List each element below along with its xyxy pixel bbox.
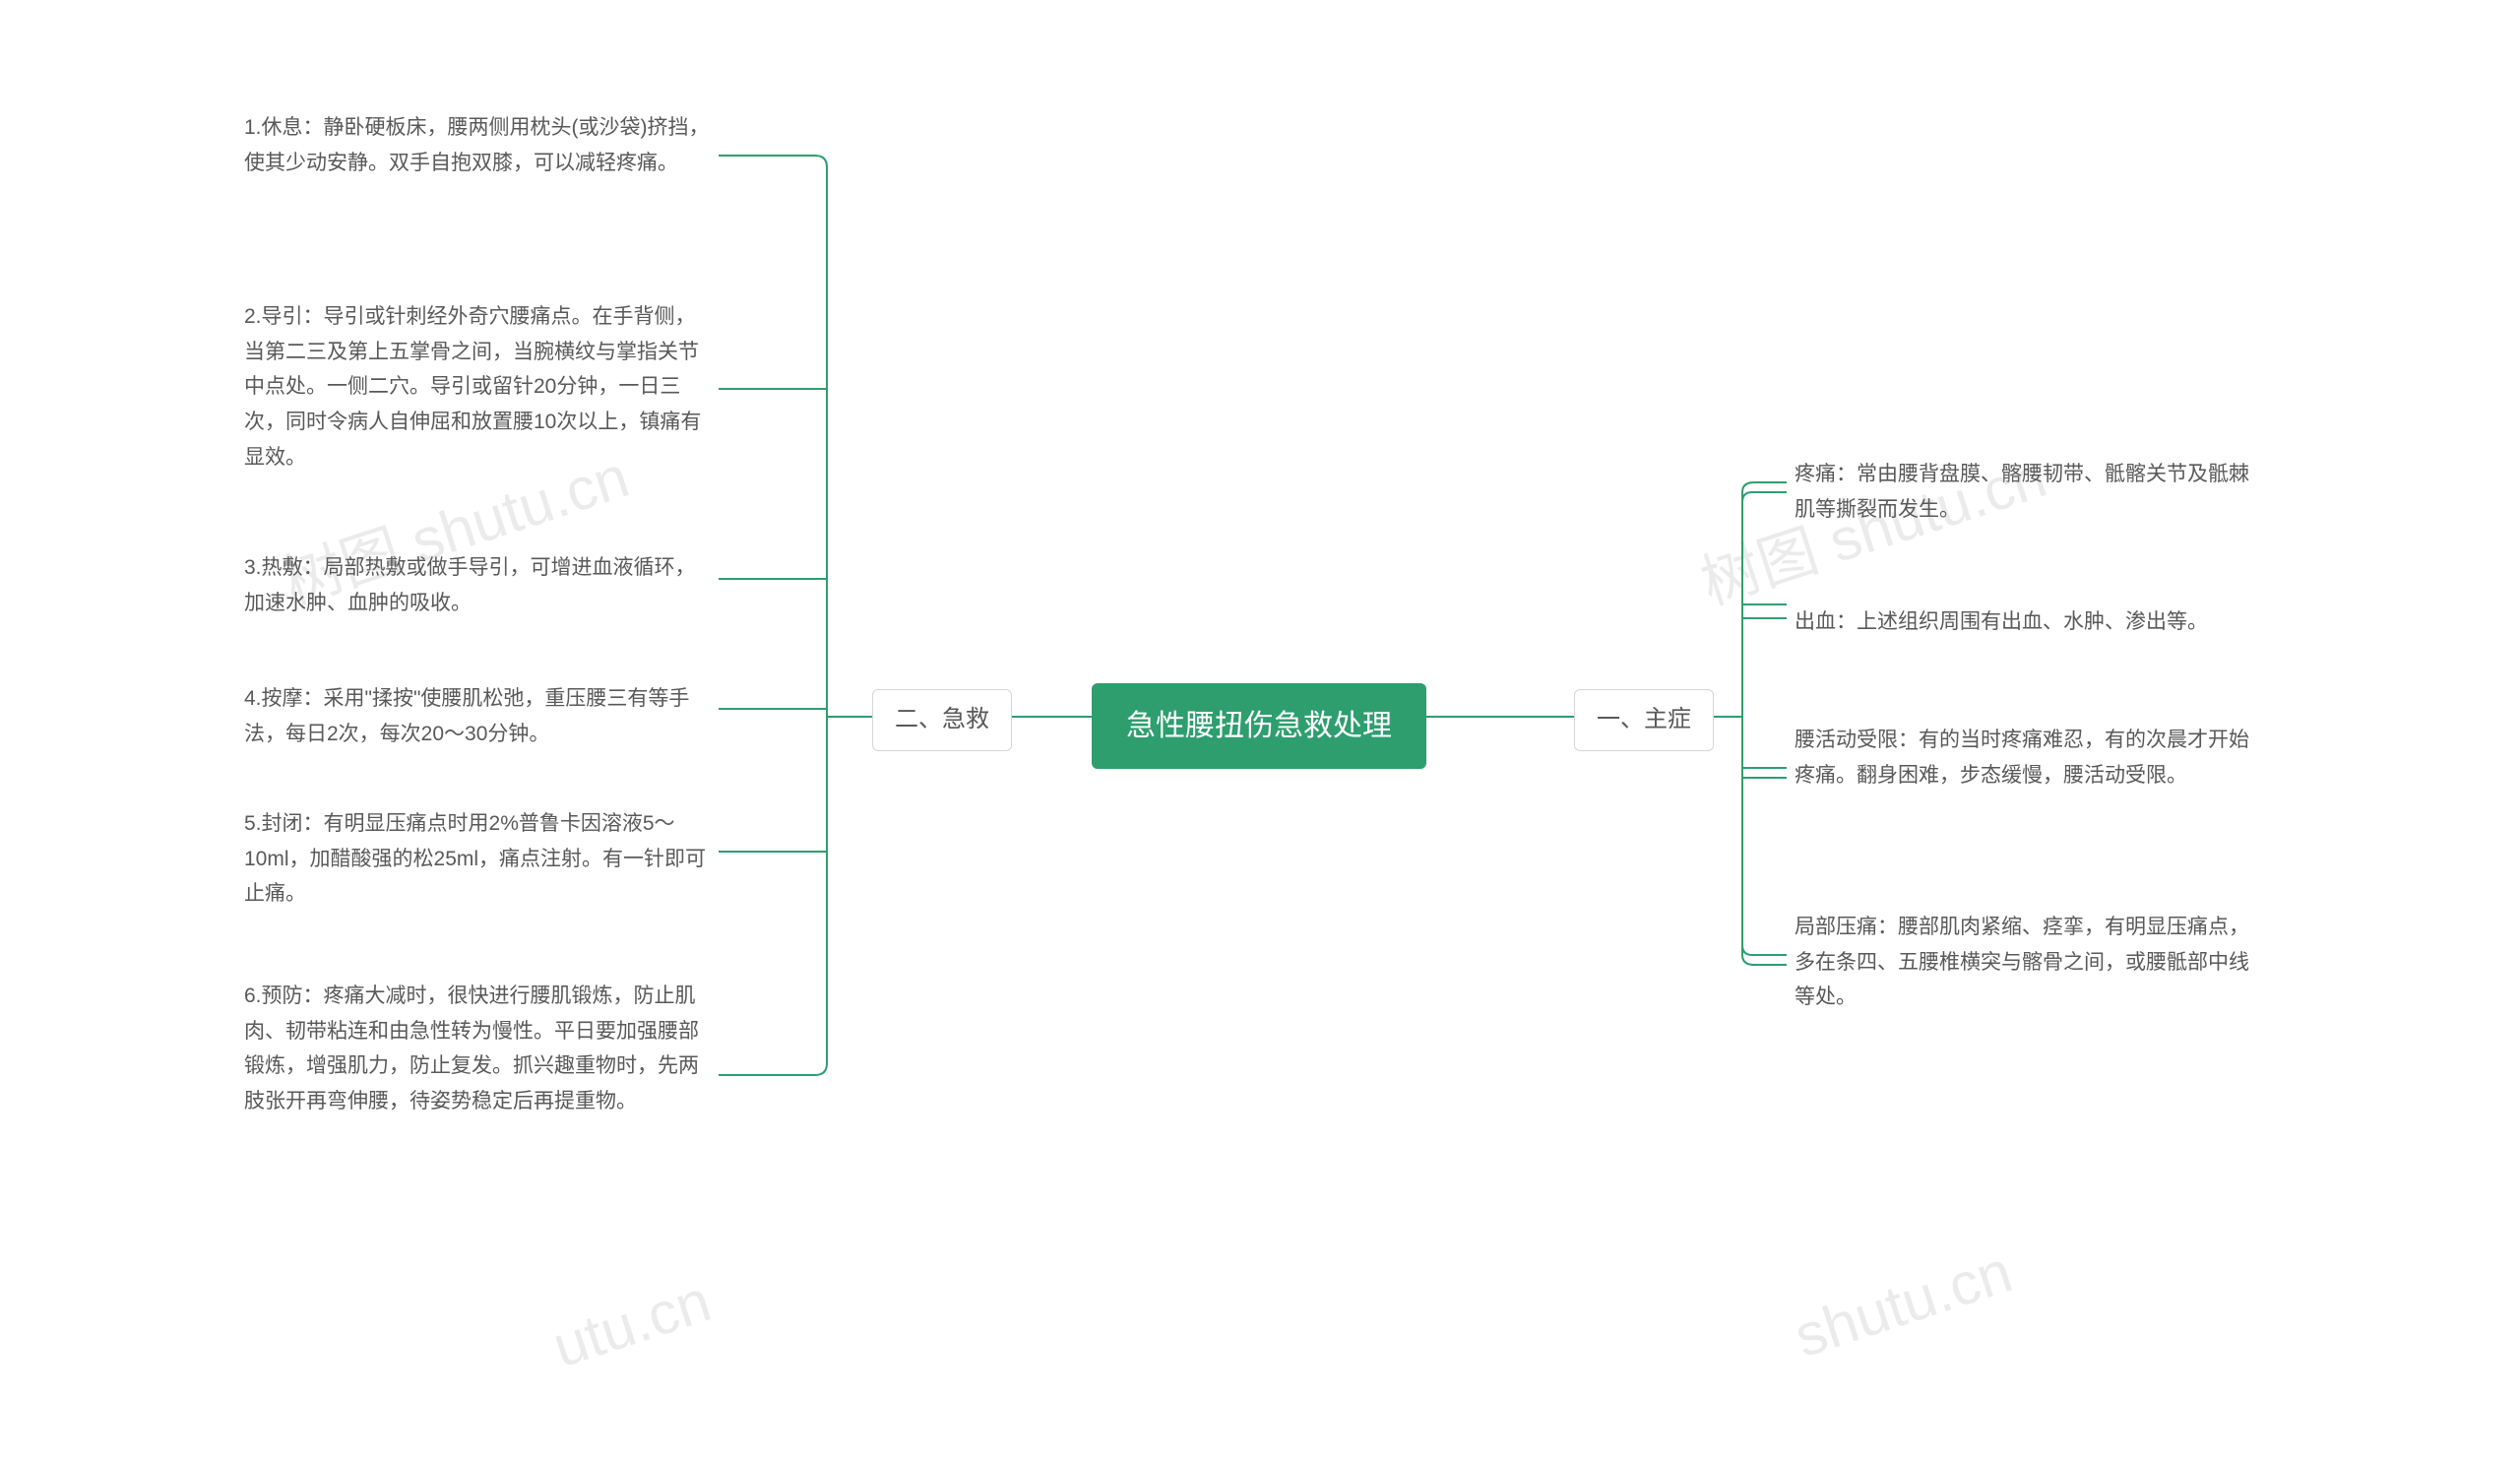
mindmap-root[interactable]: 急性腰扭伤急救处理 — [1092, 683, 1426, 769]
leaf-symptom-pain: 疼痛：常由腰背盘膜、髂腰韧带、骶髂关节及骶棘肌等撕裂而发生。 — [1787, 453, 2269, 531]
leaf-aid-heat: 3.热敷：局部热敷或做手导引，可增进血液循环，加速水肿、血肿的吸收。 — [236, 546, 719, 624]
leaf-aid-rest: 1.休息：静卧硬板床，腰两侧用枕头(或沙袋)挤挡，使其少动安静。双手自抱双膝，可… — [236, 106, 719, 184]
branch-symptoms[interactable]: 一、主症 — [1574, 689, 1714, 751]
branch-firstaid[interactable]: 二、急救 — [872, 689, 1012, 751]
leaf-aid-massage: 4.按摩：采用"揉按"使腰肌松弛，重压腰三有等手法，每日2次，每次20～30分钟… — [236, 677, 719, 755]
watermark: utu.cn — [544, 1266, 719, 1380]
watermark: shutu.cn — [1787, 1238, 2020, 1371]
leaf-aid-block: 5.封闭：有明显压痛点时用2%普鲁卡因溶液5～10ml，加醋酸强的松25ml，痛… — [236, 802, 719, 916]
leaf-aid-guide: 2.导引：导引或针刺经外奇穴腰痛点。在手背侧，当第二三及第上五掌骨之间，当腕横纹… — [236, 295, 719, 478]
leaf-symptom-tender: 局部压痛：腰部肌肉紧缩、痉挛，有明显压痛点，多在条四、五腰椎横突与髂骨之间，或腰… — [1787, 906, 2269, 1019]
leaf-symptom-bleeding: 出血：上述组织周围有出血、水肿、渗出等。 — [1787, 601, 2216, 644]
leaf-aid-prevent: 6.预防：疼痛大减时，很快进行腰肌锻炼，防止肌肉、韧带粘连和由急性转为慢性。平日… — [236, 975, 719, 1123]
leaf-symptom-motion: 腰活动受限：有的当时疼痛难忍，有的次晨才开始疼痛。翻身困难，步态缓慢，腰活动受限… — [1787, 719, 2269, 796]
